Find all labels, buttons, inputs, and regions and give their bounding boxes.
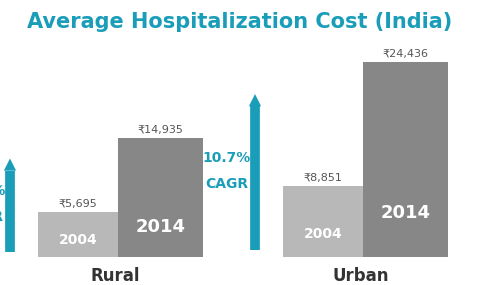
Text: 10.7%: 10.7% bbox=[203, 150, 251, 165]
Bar bbox=[283, 186, 363, 257]
Text: 2014: 2014 bbox=[135, 217, 185, 235]
Text: ₹14,935: ₹14,935 bbox=[138, 125, 183, 135]
Text: 2004: 2004 bbox=[59, 233, 97, 247]
Text: 10.1%: 10.1% bbox=[0, 184, 6, 198]
Text: 2004: 2004 bbox=[304, 227, 342, 241]
Text: ₹5,695: ₹5,695 bbox=[59, 199, 97, 209]
Text: Urban: Urban bbox=[332, 267, 389, 285]
Text: Average Hospitalization Cost (India): Average Hospitalization Cost (India) bbox=[27, 12, 453, 32]
Text: ₹8,851: ₹8,851 bbox=[303, 173, 342, 183]
Bar bbox=[363, 62, 448, 257]
Text: CAGR: CAGR bbox=[0, 210, 3, 224]
Bar bbox=[118, 138, 203, 257]
Text: 2014: 2014 bbox=[381, 204, 431, 222]
Text: Rural: Rural bbox=[91, 267, 140, 285]
Text: ₹24,436: ₹24,436 bbox=[383, 49, 429, 59]
Text: CAGR: CAGR bbox=[205, 177, 249, 191]
Bar bbox=[38, 211, 118, 257]
